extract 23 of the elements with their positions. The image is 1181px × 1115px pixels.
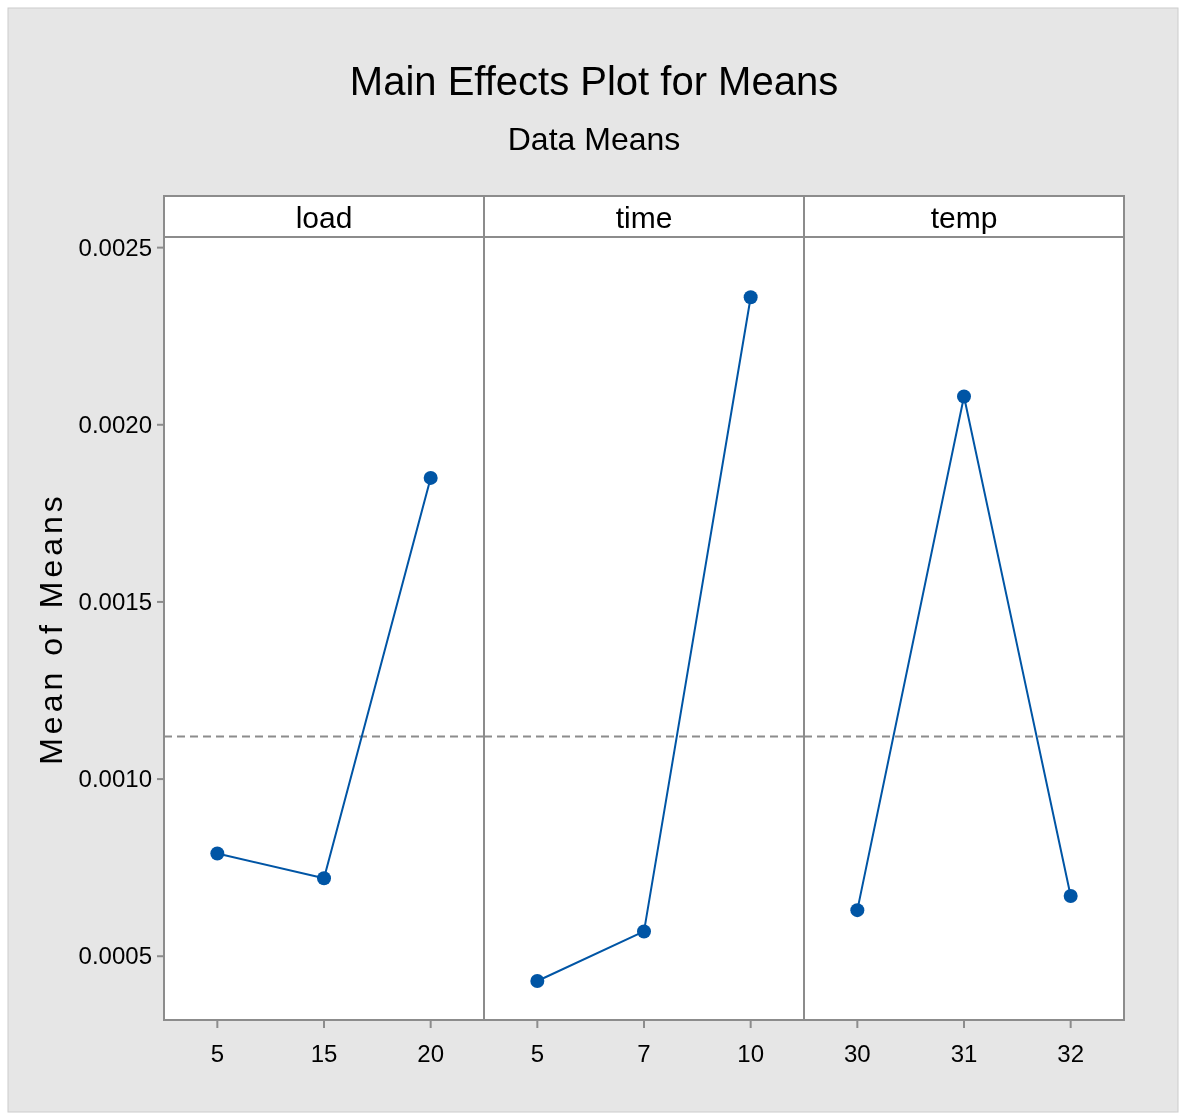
y-tick-label: 0.0010 xyxy=(78,765,152,793)
text: Data Means xyxy=(507,121,681,157)
x-tick-label: 5 xyxy=(210,1040,225,1067)
point xyxy=(423,470,438,485)
x-tick-label: 32 xyxy=(1057,1040,1085,1067)
x-tick-label: 5 xyxy=(530,1040,545,1067)
y-axis-title: Mean of Means xyxy=(33,492,69,765)
chart-title: load xyxy=(295,200,353,234)
point xyxy=(210,846,225,861)
x-tick-label: 10 xyxy=(737,1040,765,1067)
text: Main Effects Plot for Means xyxy=(349,59,839,103)
chart-title: temp xyxy=(930,200,998,234)
x-tick-label: 20 xyxy=(417,1040,445,1067)
y-tick-label: 0.0005 xyxy=(78,942,152,970)
x-tick-label: 31 xyxy=(950,1040,978,1067)
y-tick-label: 0.0020 xyxy=(78,410,152,438)
point xyxy=(317,871,331,886)
x-tick-label: 7 xyxy=(637,1040,651,1067)
x-tick-label: 15 xyxy=(310,1040,338,1067)
y-tick-label: 0.0015 xyxy=(78,587,152,615)
chart-title: time xyxy=(615,200,673,234)
y-tick-label: 0.0025 xyxy=(78,233,152,261)
x-tick-label: 30 xyxy=(843,1040,871,1067)
